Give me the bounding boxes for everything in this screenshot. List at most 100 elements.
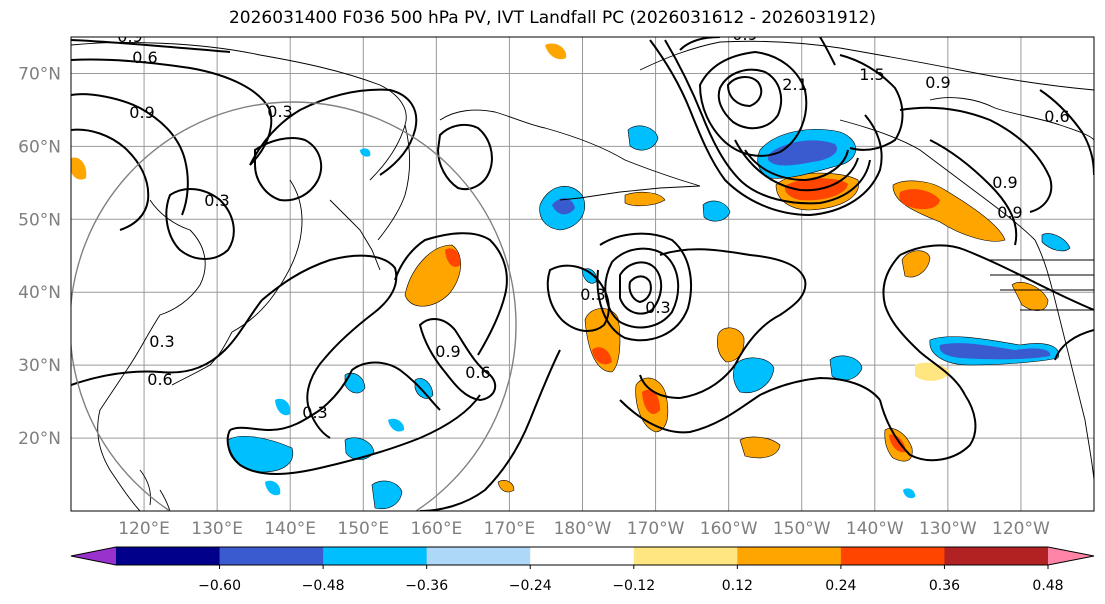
- coastline: [171, 331, 233, 386]
- contour-label: 1.5: [859, 65, 884, 84]
- longitude-label: 120°E: [118, 519, 170, 539]
- coastline: [231, 179, 303, 333]
- contour-label: 0.3: [645, 298, 670, 317]
- coastline: [990, 259, 1094, 311]
- pv-blob-negative: [344, 372, 366, 394]
- pv-blob-negative: [1041, 233, 1071, 252]
- coastline: [139, 469, 171, 511]
- coastline: [559, 185, 701, 201]
- coastline: [129, 199, 206, 366]
- contour-label: 0.9: [997, 203, 1022, 222]
- contour-label: 0.3: [302, 403, 327, 422]
- latitude-labels: 70°N 60°N 50°N 40°N 30°N 20°N: [18, 64, 61, 449]
- landfall-radius-circle: [71, 101, 517, 511]
- contour-label: 0.3: [580, 285, 605, 304]
- pv-contour: [659, 248, 807, 366]
- colorbar: [70, 546, 1095, 566]
- pv-contour: [698, 50, 808, 157]
- pv-contour: [619, 261, 663, 315]
- pv-blob-positive: [445, 248, 461, 267]
- pv-blob-negative: [903, 488, 916, 499]
- colorbar-tick-label: 0.24: [825, 578, 856, 594]
- contour-label: 0.3: [149, 332, 174, 351]
- contour-label: 0.9: [992, 173, 1017, 192]
- pv-blob-positive: [889, 434, 906, 453]
- contour-label: 0.6: [465, 363, 490, 382]
- contour-label: 0.6: [132, 48, 157, 67]
- colorbar-bin: [116, 547, 221, 565]
- contour-label: 0.6: [1044, 107, 1069, 126]
- longitude-label: 150°E: [337, 519, 389, 539]
- pv-contour: [71, 299, 263, 386]
- coastline: [544, 127, 701, 187]
- contour-label: 0.9: [435, 342, 460, 361]
- pv-contour: [744, 149, 849, 182]
- longitude-label: 160°E: [411, 519, 463, 539]
- pv-contour: [249, 88, 418, 176]
- pv-blob-negative: [414, 378, 434, 399]
- longitude-labels: 120°E 130°E 140°E 150°E 160°E 170°E 180°W 170°W…: [118, 519, 1050, 539]
- pv-blob-positive: [592, 347, 612, 365]
- pv-contour: [628, 275, 652, 304]
- coastline: [929, 97, 1094, 141]
- pv-contour: [929, 139, 1018, 246]
- pv-blob-positive: [739, 436, 781, 459]
- pv-blob-positive: [899, 189, 940, 210]
- pv-blob-negative: [371, 480, 403, 510]
- pv-contour: [726, 76, 763, 108]
- colorbar-tick-label: 0.12: [722, 578, 753, 594]
- coastline: [97, 364, 141, 511]
- latitude-label: 30°N: [18, 356, 61, 376]
- colorbar-extend-high: [1048, 547, 1094, 565]
- contour-label: 0.9: [117, 27, 142, 46]
- colorbar-outline: [70, 546, 1095, 566]
- longitude-label: 140°W: [846, 519, 904, 539]
- pv-blob-negative: [275, 398, 291, 416]
- contour-labels: 0.9 0.6 0.9 0.3 0.3 0.6 0.3 0.3 0.9 0.6 0.3 0.3 0.9 2…: [117, 27, 1069, 422]
- colorbar-bin: [840, 547, 945, 565]
- pv-shading: [71, 43, 1071, 510]
- pv-contour: [229, 361, 441, 432]
- pv-contour: [261, 254, 398, 359]
- latitude-label: 40°N: [18, 283, 61, 303]
- longitude-label: 160°W: [700, 519, 758, 539]
- colorbar-tick-labels: −0.60 −0.48 −0.36 −0.24 −0.12 0.12 0.24 0.36 0.4…: [198, 565, 1064, 594]
- colorbar-tick-label: −0.24: [509, 578, 552, 594]
- pv-contour: [649, 39, 883, 217]
- longitude-label: 140°E: [264, 519, 316, 539]
- contour-label: 0.3: [204, 191, 229, 210]
- latitude-label: 60°N: [18, 137, 61, 157]
- pv-blob-positive: [901, 250, 931, 278]
- longitude-label: 170°W: [627, 519, 685, 539]
- colorbar-extend-low: [71, 547, 116, 565]
- pv-blob-negative: [627, 125, 659, 151]
- pv-contour: [418, 318, 497, 402]
- pv-contours: [71, 37, 1094, 511]
- pv-blob-negative: [581, 268, 597, 284]
- pv-blob-positive: [642, 389, 660, 414]
- coastline: [839, 119, 1036, 241]
- contour-label: 0.6: [147, 370, 172, 389]
- latitude-label: 70°N: [18, 64, 61, 84]
- pv-contour: [306, 357, 331, 439]
- colorbar-bin: [323, 547, 428, 565]
- pv-blob-negative: [344, 437, 375, 460]
- coastline: [639, 40, 1094, 91]
- pv-contour: [1054, 329, 1094, 361]
- pv-blob-negative: [768, 140, 838, 166]
- pv-contour: [899, 244, 1094, 311]
- colorbar-bin: [219, 547, 324, 565]
- colorbar-tick-label: 0.36: [929, 578, 960, 594]
- contour-label: 2.1: [782, 75, 807, 94]
- longitude-label: 170°E: [484, 519, 536, 539]
- pv-contour: [882, 254, 966, 396]
- longitude-label: 150°W: [773, 519, 831, 539]
- pv-contour: [71, 39, 231, 53]
- pv-blob-negative: [702, 200, 731, 222]
- pv-contour: [71, 93, 189, 216]
- colorbar-tick-label: 0.48: [1032, 578, 1063, 594]
- coastline: [439, 109, 546, 129]
- pv-blob-positive: [545, 43, 567, 60]
- pv-blob-negative: [552, 198, 575, 215]
